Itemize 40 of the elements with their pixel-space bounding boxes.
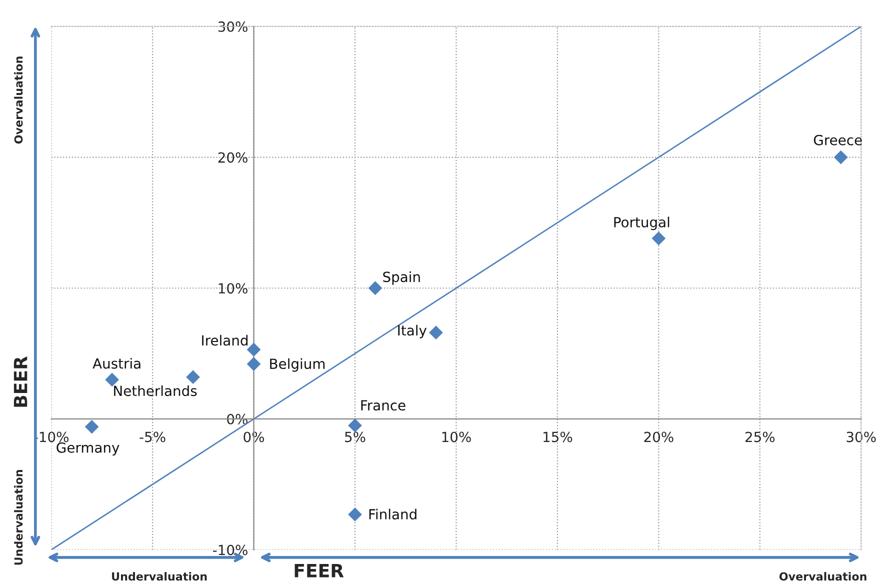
series-label: Italy — [398, 324, 427, 338]
x-tick-label: -10% — [34, 432, 69, 442]
point — [368, 281, 382, 296]
x-tick-label: 20% — [644, 432, 674, 442]
x-tick-label: -5% — [140, 432, 166, 442]
x-tick-label: 10% — [442, 432, 471, 442]
point — [84, 420, 99, 434]
y-tick-label: 20% — [218, 152, 248, 163]
x-tick-label: 0% — [244, 432, 264, 442]
series-label: France — [361, 400, 406, 411]
point — [105, 372, 120, 387]
series-label: Greece — [814, 134, 862, 146]
y-axis-title: BEER — [14, 356, 28, 407]
text: Undervaluation — [14, 470, 23, 565]
point — [429, 326, 443, 340]
point — [834, 150, 848, 164]
point — [652, 231, 666, 246]
point — [246, 357, 261, 371]
point — [186, 370, 200, 384]
text: Overvaluation — [14, 56, 23, 144]
series-label: Finland — [369, 508, 416, 520]
series-label: Germany — [56, 442, 120, 456]
text: Overvaluation — [779, 572, 866, 581]
x-axis-title: FEER — [294, 564, 344, 578]
text: Undervaluation — [112, 572, 207, 581]
x-tick-label: 5% — [345, 432, 366, 442]
series-label: Austria — [92, 358, 140, 369]
series-label: Netherlands — [114, 385, 197, 396]
point — [348, 508, 362, 522]
series-label: Belgium — [270, 358, 325, 372]
series-label: Ireland — [202, 334, 248, 346]
point — [246, 342, 261, 357]
y-tick-label: 10% — [218, 283, 248, 294]
point — [348, 418, 362, 432]
series-label: Portugal — [614, 216, 670, 230]
y-tick-label: -10% — [213, 544, 248, 556]
x-tick-label: 25% — [745, 432, 775, 442]
series-label: Spain — [383, 271, 420, 285]
x-tick-label: 15% — [544, 432, 572, 442]
x-tick-label: 30% — [846, 432, 876, 442]
